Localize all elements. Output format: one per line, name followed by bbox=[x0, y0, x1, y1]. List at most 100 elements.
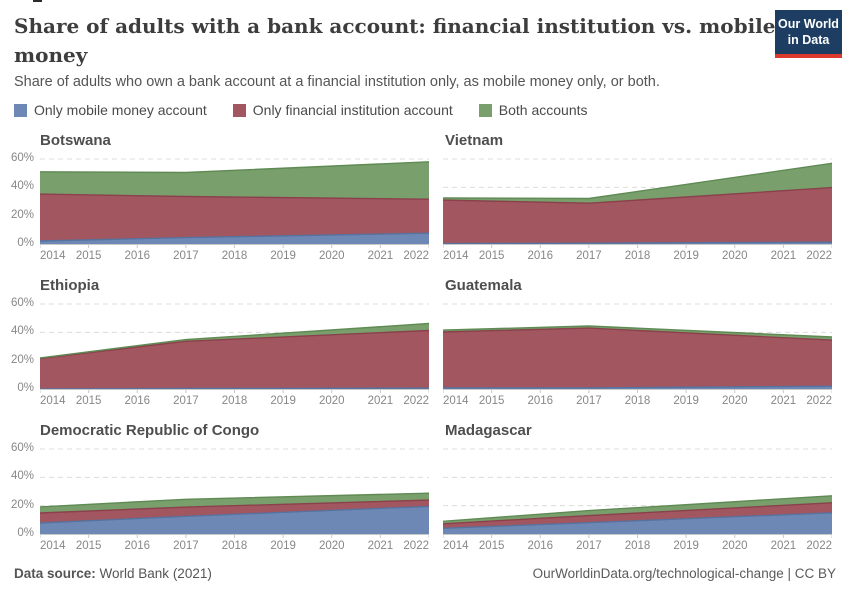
window-edge-artifact bbox=[33, 0, 42, 2]
footer-link[interactable]: OurWorldinData.org/technological-change … bbox=[532, 566, 836, 581]
x-axis-label: 2019 bbox=[673, 250, 699, 262]
footer: Data source: World Bank (2021) OurWorldi… bbox=[0, 566, 850, 581]
facet-title: Guatemala bbox=[445, 277, 522, 294]
x-axis-label: 2018 bbox=[625, 250, 651, 262]
x-axis-label: 2015 bbox=[479, 250, 505, 262]
y-axis-label: 0% bbox=[17, 382, 34, 394]
x-axis-label: 2017 bbox=[173, 250, 199, 262]
x-axis-label: 2014 bbox=[443, 395, 469, 407]
x-axis-label: 2016 bbox=[124, 395, 150, 407]
line-both bbox=[443, 162, 832, 200]
x-axis-label: 2021 bbox=[771, 250, 797, 262]
x-axis-label: 2022 bbox=[806, 540, 832, 552]
x-axis-label: 2020 bbox=[722, 540, 748, 552]
facet-vietnam: Vietnam 2014 2015 2016 2017 2018 2019 2020 2021 2… bbox=[443, 132, 850, 267]
x-axis-label: 2019 bbox=[673, 540, 699, 552]
line-both bbox=[443, 495, 832, 522]
x-axis-label: 2014 bbox=[40, 540, 66, 552]
y-axis-label: 20% bbox=[10, 353, 34, 366]
y-axis-label: 40% bbox=[10, 470, 34, 483]
legend-label: Both accounts bbox=[498, 102, 588, 118]
line-both bbox=[40, 322, 429, 359]
x-axis-label: 2019 bbox=[673, 395, 699, 407]
x-axis-label: 2016 bbox=[527, 250, 553, 262]
line-only-mobile bbox=[443, 512, 832, 529]
x-axis-label: 2018 bbox=[222, 250, 248, 262]
legend-item-2[interactable]: Both accounts bbox=[478, 102, 588, 118]
facet-title: Vietnam bbox=[445, 132, 504, 149]
x-axis-label: 2015 bbox=[76, 540, 102, 552]
x-axis-label: 2021 bbox=[771, 540, 797, 552]
x-axis-label: 2018 bbox=[222, 395, 248, 407]
x-axis-label: 2016 bbox=[124, 250, 150, 262]
line-only-mobile bbox=[40, 232, 429, 242]
legend-item-0[interactable]: Only mobile money account bbox=[14, 102, 207, 118]
x-axis-label: 2015 bbox=[479, 395, 505, 407]
x-axis-label: 2015 bbox=[76, 395, 102, 407]
x-axis-label: 2022 bbox=[403, 395, 429, 407]
x-axis-label: 2020 bbox=[319, 250, 345, 262]
legend-item-1[interactable]: Only financial institution account bbox=[232, 102, 453, 118]
x-axis-label: 2021 bbox=[771, 395, 797, 407]
area-both bbox=[443, 495, 832, 524]
y-axis-label: 60% bbox=[10, 442, 34, 454]
data-source-value: World Bank (2021) bbox=[95, 566, 212, 581]
legend-label: Only mobile money account bbox=[34, 102, 207, 118]
facet-democratic-republic-of-congo: Democratic Republic of Congo 60% 40% 20% 0% 2… bbox=[0, 422, 429, 557]
facet-title: Ethiopia bbox=[40, 277, 100, 294]
facet-plot: 2014 2015 2016 2017 2018 2019 2020 2021 2022 bbox=[443, 158, 832, 262]
facet-title: Botswana bbox=[40, 132, 111, 149]
x-axis-label: 2020 bbox=[319, 395, 345, 407]
line-only-mobile bbox=[40, 505, 429, 524]
area-only-fi bbox=[40, 330, 429, 389]
x-axis-label: 2020 bbox=[319, 540, 345, 552]
line-only-mobile bbox=[443, 385, 832, 389]
legend-swatch-icon bbox=[478, 103, 492, 117]
chart-subtitle: Share of adults who own a bank account a… bbox=[14, 74, 660, 90]
y-axis-label: 0% bbox=[17, 527, 34, 539]
owid-logo-line2: in Data bbox=[787, 32, 830, 47]
data-source-label: Data source: bbox=[14, 566, 96, 581]
facet-title: Madagascar bbox=[445, 422, 532, 439]
legend-label: Only financial institution account bbox=[252, 102, 453, 118]
area-only-fi bbox=[443, 502, 832, 529]
x-axis-label: 2022 bbox=[403, 250, 429, 262]
x-axis-label: 2017 bbox=[173, 540, 199, 552]
facet-guatemala: Guatemala 2014 2015 2016 2017 2018 2019 2020 202… bbox=[443, 277, 850, 412]
x-axis-label: 2015 bbox=[479, 540, 505, 552]
x-axis-label: 2022 bbox=[806, 250, 832, 262]
facet-plot: 2014 2015 2016 2017 2018 2019 2020 2021 2022 bbox=[40, 448, 429, 552]
x-axis-label: 2014 bbox=[40, 250, 66, 262]
x-axis-label: 2020 bbox=[722, 250, 748, 262]
line-only-fi bbox=[443, 502, 832, 525]
x-axis-label: 2022 bbox=[806, 395, 832, 407]
facet-title: Democratic Republic of Congo bbox=[40, 422, 260, 439]
y-axis-label: 40% bbox=[10, 325, 34, 338]
line-both bbox=[40, 492, 429, 508]
x-axis-label: 2014 bbox=[40, 395, 66, 407]
legend: Only mobile money account Only financial … bbox=[14, 102, 588, 118]
x-axis-label: 2015 bbox=[76, 250, 102, 262]
x-axis-label: 2019 bbox=[270, 540, 296, 552]
x-axis-label: 2017 bbox=[173, 395, 199, 407]
area-only-fi bbox=[443, 328, 832, 388]
line-only-fi bbox=[40, 329, 429, 360]
line-both bbox=[40, 161, 429, 174]
data-source: Data source: World Bank (2021) bbox=[14, 566, 212, 581]
y-axis-label: 60% bbox=[10, 152, 34, 164]
facet-plot: 2014 2015 2016 2017 2018 2019 2020 2021 2022 bbox=[443, 448, 832, 552]
x-axis-label: 2021 bbox=[368, 250, 394, 262]
line-only-fi bbox=[443, 327, 832, 341]
x-axis-label: 2021 bbox=[368, 540, 394, 552]
owid-logo[interactable]: Our World in Data bbox=[775, 10, 842, 59]
line-only-mobile bbox=[443, 241, 832, 245]
x-axis-label: 2022 bbox=[403, 540, 429, 552]
line-only-fi bbox=[443, 186, 832, 204]
legend-swatch-icon bbox=[14, 103, 27, 117]
line-only-fi bbox=[40, 499, 429, 514]
y-axis-label: 40% bbox=[10, 180, 34, 193]
x-axis-label: 2017 bbox=[576, 540, 602, 552]
y-axis-label: 60% bbox=[10, 297, 34, 309]
x-axis-label: 2021 bbox=[368, 395, 394, 407]
facet-ethiopia: Ethiopia 60% 40% 20% 0% 2014 2015 2016 2017 2018 2… bbox=[0, 277, 429, 412]
